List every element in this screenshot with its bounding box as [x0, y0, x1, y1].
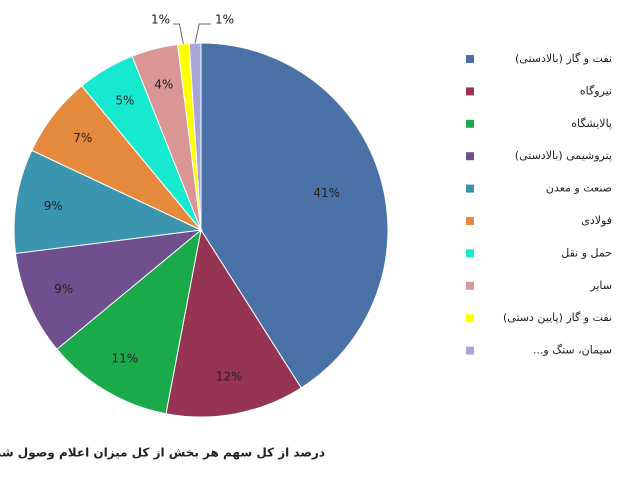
legend-swatch [466, 314, 474, 323]
legend-label: نیروگاه [580, 84, 612, 97]
legend-label: سایر [589, 279, 612, 292]
legend-swatch [466, 119, 474, 128]
chart-title: درصد از کل سهم هر بخش از کل میزان اعلام … [0, 446, 325, 461]
pie-slice [13, 149, 203, 254]
data-label: 5% [115, 94, 134, 108]
data-label: 11% [112, 351, 139, 365]
leader-line [194, 23, 211, 44]
data-label: 7% [73, 131, 92, 145]
legend-swatch [466, 346, 474, 355]
pie-slice [14, 229, 203, 350]
legend-swatch [466, 184, 474, 193]
legend-swatch [466, 152, 474, 161]
legend-label: سیمان، سنگ و... [533, 344, 612, 357]
legend-label: فولادی [581, 214, 612, 227]
legend-label: صنعت و معدن [546, 182, 612, 195]
pie-slice [56, 228, 202, 415]
legend-label: نفت و گاز (بالادستی) [515, 52, 612, 65]
data-label: 9% [54, 282, 73, 296]
data-label: 9% [44, 199, 63, 213]
legend-label: پتروشیمی (بالادستی) [515, 149, 612, 162]
legend-label: نفت و گاز (پایین دستی) [503, 311, 612, 324]
legend-swatch [466, 281, 474, 290]
data-label: 1% [151, 13, 170, 27]
leader-line [173, 23, 184, 44]
legend-label: حمل و نقل [561, 246, 612, 259]
pie-slice [165, 228, 302, 418]
legend-swatch [466, 217, 474, 225]
legend-swatch [466, 55, 474, 63]
pie-slice [188, 42, 202, 231]
data-label: 1% [215, 13, 234, 27]
data-label: 4% [154, 78, 173, 92]
legend-label: پالایشگاه [571, 117, 612, 130]
legend-swatch [466, 249, 474, 258]
data-label: 41% [313, 186, 340, 200]
pie-slice [200, 42, 389, 389]
legend-swatch [466, 87, 474, 96]
data-label: 12% [216, 369, 243, 383]
